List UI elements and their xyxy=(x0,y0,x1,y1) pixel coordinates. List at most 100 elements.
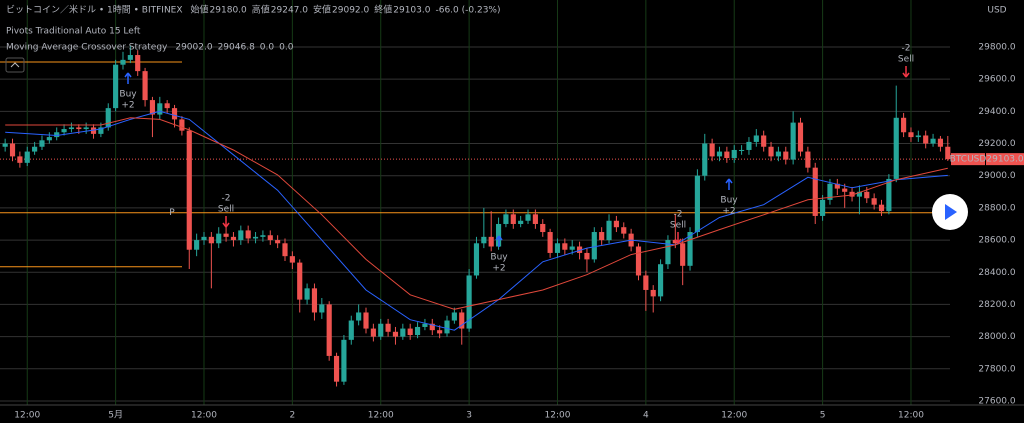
candle-body xyxy=(46,137,52,141)
x-tick-label: 12:00 xyxy=(368,411,394,421)
candle-body xyxy=(2,143,8,147)
candle-body xyxy=(282,243,288,257)
candle-body xyxy=(319,304,325,313)
y-tick-label: 28800.0 xyxy=(978,203,1015,213)
candle-body xyxy=(901,117,907,133)
candle-body xyxy=(164,103,170,109)
candle-body xyxy=(731,149,737,159)
candle-body xyxy=(171,108,178,120)
candle-body xyxy=(363,312,369,329)
candle-body xyxy=(783,151,789,160)
candle-body xyxy=(915,135,921,138)
sell-arrow xyxy=(674,232,682,244)
candle-body xyxy=(326,304,332,356)
candle-body xyxy=(260,235,266,237)
candle-body xyxy=(245,230,251,239)
buy-arrow xyxy=(725,178,733,190)
candle-body xyxy=(576,246,583,253)
candle-body xyxy=(805,151,811,168)
candle-body xyxy=(923,135,929,144)
candle-body xyxy=(547,232,553,253)
candle-body xyxy=(842,188,848,192)
candle-body xyxy=(606,220,612,241)
candle-body xyxy=(201,236,207,241)
ohlc-value: 29180.0 xyxy=(210,6,247,16)
x-tick-label: 2 xyxy=(289,411,295,421)
x-tick-label: 12:00 xyxy=(545,411,571,421)
ohlc-label: 高値 xyxy=(252,4,270,16)
candle-body xyxy=(238,230,244,241)
signal-text: Sell xyxy=(218,205,234,215)
candle-body xyxy=(510,214,516,224)
candle-body xyxy=(39,140,45,147)
candle-body xyxy=(297,262,303,300)
candle-body xyxy=(864,191,870,199)
candle-body xyxy=(937,138,944,147)
candle-body xyxy=(584,252,590,260)
currency-label: USD xyxy=(987,6,1006,16)
indicator-value: 0.0 xyxy=(279,43,294,53)
y-tick-label: 29600.0 xyxy=(978,75,1015,85)
moving-average-line xyxy=(5,110,948,331)
candle-body xyxy=(223,233,229,237)
y-tick-label: 27800.0 xyxy=(978,364,1015,374)
candle-body xyxy=(569,246,575,250)
candle-body xyxy=(135,55,141,72)
candle-body xyxy=(76,127,82,130)
candle-body xyxy=(540,223,546,233)
signal-amount: +2 xyxy=(722,207,735,217)
signal-text: Sell xyxy=(898,55,914,65)
candle-body xyxy=(834,183,840,189)
collapse-button[interactable] xyxy=(5,57,25,73)
candle-body xyxy=(856,191,862,197)
candle-body xyxy=(275,240,281,244)
candle-body xyxy=(562,243,568,250)
candle-body xyxy=(422,323,428,327)
candle-body xyxy=(252,236,259,239)
signal-text: Sell xyxy=(670,221,686,231)
candle-body xyxy=(437,330,443,334)
candle-body xyxy=(267,235,273,241)
buy-arrow xyxy=(124,72,132,84)
indicator-value: 29046.8 xyxy=(218,43,255,53)
candle-body xyxy=(466,275,472,329)
candle-body xyxy=(886,178,892,212)
y-tick-label: 29200.0 xyxy=(978,139,1015,149)
pivot-label: P xyxy=(169,208,175,218)
price-tag xyxy=(986,153,1024,166)
candle-body xyxy=(812,167,818,216)
indicator-name: Pivots Traditional Auto 15 Left xyxy=(6,27,141,37)
buy-arrow xyxy=(495,235,503,247)
candle-body xyxy=(157,103,163,115)
chart-title: ビットコイン／米ドル • 1時間 • BITFINEX xyxy=(6,4,183,16)
candle-body xyxy=(503,214,509,224)
candle-body xyxy=(753,135,759,142)
candle-body xyxy=(216,233,222,244)
candle-body xyxy=(459,312,465,329)
candle-body xyxy=(289,256,295,263)
x-tick-label: 12:00 xyxy=(721,411,747,421)
candle-body xyxy=(311,288,318,313)
candle-body xyxy=(186,130,192,250)
candle-body xyxy=(643,275,649,290)
symbol-tag xyxy=(951,153,985,166)
candle-body xyxy=(17,156,23,163)
candle-body xyxy=(591,232,597,260)
x-tick-label: 12:00 xyxy=(14,411,40,421)
candle-body xyxy=(392,331,399,337)
ohlc-label: 始値 xyxy=(191,4,209,16)
signal-amount: +2 xyxy=(121,101,134,111)
candle-body xyxy=(90,127,97,134)
ohlc-label: 安値 xyxy=(313,4,331,16)
collapse-icon xyxy=(10,62,20,68)
candle-body xyxy=(672,240,678,244)
candle-body xyxy=(849,191,855,197)
candle-body xyxy=(208,236,214,244)
candle-body xyxy=(385,323,391,332)
candle-body xyxy=(98,127,104,134)
candle-body xyxy=(24,151,30,163)
moving-average-line xyxy=(5,117,948,310)
signal-amount: +2 xyxy=(492,264,505,274)
candle-body xyxy=(61,129,67,133)
